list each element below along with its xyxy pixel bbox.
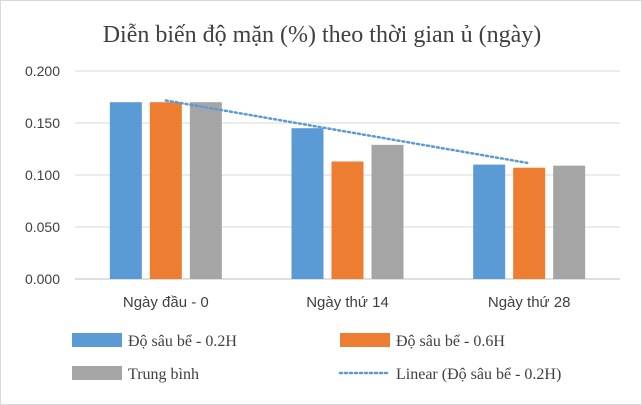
legend-label: Trung bình bbox=[128, 366, 199, 383]
y-tick-label: 0.150 bbox=[25, 115, 60, 131]
legend: Độ sâu bể - 0.2H Độ sâu bể - 0.6H Trung bì… bbox=[72, 333, 561, 383]
legend-swatch bbox=[340, 333, 390, 347]
y-tick-label: 0.000 bbox=[25, 271, 60, 287]
bar bbox=[189, 102, 222, 279]
y-axis-ticks: 0.000 0.050 0.100 0.150 0.200 bbox=[25, 63, 60, 287]
trendline-group bbox=[164, 99, 529, 165]
bar bbox=[553, 165, 586, 279]
x-category-label: Ngày đầu - 0 bbox=[123, 294, 209, 311]
x-category-label: Ngày thứ 28 bbox=[488, 294, 571, 311]
y-tick-label: 0.050 bbox=[25, 219, 60, 235]
y-tick-label: 0.200 bbox=[25, 63, 60, 79]
bar bbox=[149, 102, 182, 279]
chart-title: Diễn biến độ mặn (%) theo thời gian ủ (n… bbox=[103, 22, 542, 48]
legend-swatch bbox=[72, 366, 122, 380]
bar bbox=[371, 144, 404, 279]
bar bbox=[109, 102, 142, 279]
x-category-label: Ngày thứ 14 bbox=[306, 294, 389, 311]
y-tick-label: 0.100 bbox=[25, 167, 60, 183]
bar bbox=[331, 161, 364, 279]
trendline bbox=[164, 99, 529, 165]
legend-label: Linear (Độ sâu bể - 0.2H) bbox=[396, 366, 561, 383]
bar bbox=[473, 164, 506, 279]
bar bbox=[513, 167, 546, 279]
bar bbox=[291, 128, 324, 279]
legend-swatch bbox=[72, 333, 122, 347]
bars bbox=[109, 102, 586, 279]
legend-label: Độ sâu bể - 0.2H bbox=[128, 333, 237, 350]
x-axis-categories: Ngày đầu - 0 Ngày thứ 14 Ngày thứ 28 bbox=[123, 294, 571, 311]
legend-label: Độ sâu bể - 0.6H bbox=[396, 333, 505, 350]
